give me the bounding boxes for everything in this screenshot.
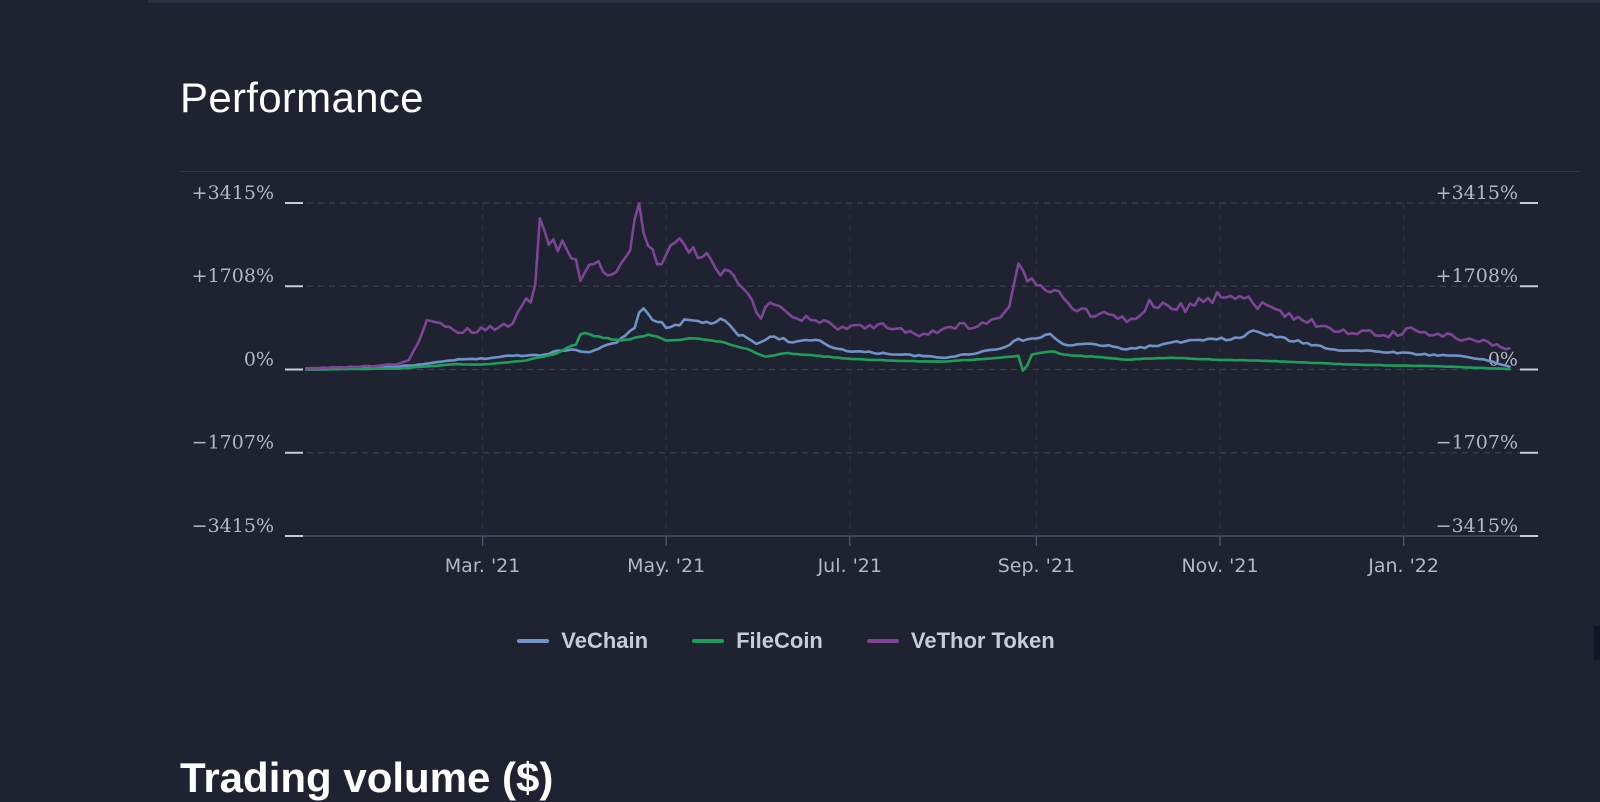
- series-filecoin[interactable]: [305, 331, 1511, 372]
- y-tick-label-left: −1707%: [192, 432, 274, 454]
- y-tick-label-right: −1707%: [1436, 432, 1518, 454]
- trading-volume-heading: Trading volume ($): [180, 754, 554, 801]
- y-tick-label-left: −3415%: [192, 515, 274, 537]
- page-title: Performance: [180, 74, 424, 121]
- y-tick-label-right: +3415%: [1436, 182, 1518, 204]
- x-tick-label: Jan. '22: [1367, 555, 1439, 577]
- legend-swatch-vethor: [866, 639, 899, 643]
- header-divider: [180, 171, 1580, 172]
- x-tick-label: Sep. '21: [998, 555, 1075, 577]
- series-vethor[interactable]: [304, 202, 1511, 370]
- y-tick-label-right: +1708%: [1436, 265, 1518, 287]
- legend-item-vechain[interactable]: VeChain: [517, 628, 648, 654]
- performance-chart: +3415% +3415% +1708% +1708% 0% 0% −1707% −1707%…: [192, 182, 1538, 577]
- legend-label-vethor: VeThor Token: [910, 628, 1055, 653]
- legend-item-filecoin[interactable]: FileCoin: [692, 628, 823, 654]
- y-tick-label-right: −3415%: [1436, 515, 1518, 537]
- scrollbar-edge[interactable]: [1594, 626, 1600, 660]
- grid-layer: [285, 202, 1538, 537]
- legend-swatch-vechain: [517, 639, 550, 643]
- legend-label-vechain: VeChain: [561, 628, 649, 653]
- x-tick-label: Mar. '21: [445, 555, 521, 577]
- legend-label-filecoin: FileCoin: [736, 628, 823, 653]
- x-tick-label: Nov. '21: [1181, 555, 1258, 577]
- y-tick-label-left: +3415%: [192, 182, 274, 204]
- y-tick-label-left: +1708%: [192, 265, 274, 287]
- chart-legend: VeChain FileCoin VeThor Token: [0, 628, 1586, 654]
- top-strip: [148, 0, 1600, 3]
- x-tick-label: Jul. '21: [817, 555, 882, 577]
- y-tick-label-left: 0%: [244, 349, 274, 371]
- legend-swatch-filecoin: [692, 639, 725, 643]
- y-tick-label-right: 0%: [1488, 349, 1518, 371]
- series-vechain[interactable]: [305, 307, 1511, 371]
- legend-item-vethor[interactable]: VeThor Token: [866, 628, 1055, 654]
- x-tick-label: May. '21: [627, 555, 705, 577]
- axis-layer: +3415% +3415% +1708% +1708% 0% 0% −1707% −1707%…: [192, 182, 1538, 577]
- series-layer: [304, 202, 1511, 372]
